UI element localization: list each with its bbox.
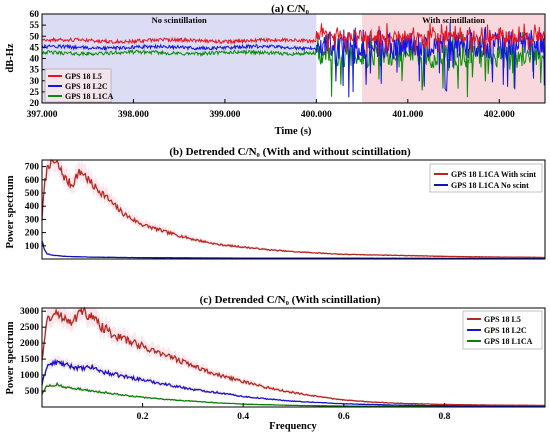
panel-a-region-label-1: With scintillation [422, 15, 485, 25]
panel-c-y-ticks: 500 1000 1500 2000 2500 3000 [20, 307, 46, 397]
pc-x-tick-label-2: 0.6 [338, 412, 350, 422]
panel-a-title: (a) C/N₀ [271, 3, 310, 15]
panel-a-region-label-0: No scintillation [152, 15, 207, 25]
panel-c-x-ticks: 0.2 0.4 0.6 0.8 [137, 403, 451, 422]
panel-b-legend-label-no: GPS 18 L1CA No scint [451, 181, 529, 190]
panel-a-series-1 [41, 22, 546, 98]
pc-series-band-1 [42, 355, 545, 407]
panel-c-legend-label-l1ca: GPS 18 L1CA [484, 337, 533, 346]
panel-a-series-0 [41, 22, 546, 55]
pb-series-0 [41, 159, 545, 259]
panel-a-x-label: Time (s) [275, 126, 312, 137]
panel-a-x-tick-label-5: 402.000 [484, 110, 515, 120]
panel-a-series-2 [41, 31, 546, 98]
panel-c-y-label: Power spectrum [5, 321, 16, 394]
panel-a-x-tick-label-3: 400.000 [301, 110, 332, 120]
pc-y-tick-label-3: 2000 [20, 339, 39, 349]
panel-a-y-tick-label-1: 25 [30, 88, 40, 98]
pb-y-tick-label-6: 700 [25, 163, 40, 173]
panel-c-lines [41, 306, 546, 408]
panel-b-lines [41, 159, 546, 260]
pb-y-tick-label-4: 500 [25, 189, 40, 199]
pb-y-tick-label-1: 200 [25, 229, 40, 239]
panel-b-frame [41, 159, 546, 260]
pb-y-tick-label-3: 400 [25, 202, 40, 212]
pb-series-1 [41, 240, 546, 260]
pb-y-tick-label-0: 100 [25, 242, 40, 252]
pc-y-tick-label-4: 2500 [20, 323, 39, 333]
panel-a-y-tick-label-8: 60 [30, 10, 40, 20]
pc-x-tick-label-3: 0.8 [438, 412, 450, 422]
pc-y-tick-label-5: 3000 [20, 307, 39, 317]
panel-a-y-tick-label-6: 50 [30, 32, 40, 42]
panel-c-title: (c) Detrended C/N₀ (With scintillation) [200, 294, 381, 306]
pc-series-1 [41, 358, 545, 407]
panel-b-legend-box [429, 163, 543, 193]
pc-x-tick-label-0: 0.2 [137, 412, 149, 422]
panel-a-y-tick-label-0: 20 [30, 99, 40, 109]
panel-a-legend-label-l5: GPS 18 L5 [65, 72, 102, 81]
panel-c-legend-label-l2c: GPS 18 L2C [484, 326, 527, 335]
pc-y-tick-label-1: 1000 [20, 371, 39, 381]
panel-a-y-tick-label-5: 45 [30, 43, 40, 53]
panel-c-legend-label-l5: GPS 18 L5 [484, 315, 521, 324]
panel-c: (c) Detrended C/N₀ (With scintillation) … [5, 294, 546, 432]
panel-a-y-tick-label-4: 40 [30, 55, 40, 65]
panel-c-frame [41, 307, 546, 408]
panel-c-legend: GPS 18 L5 GPS 18 L2C GPS 18 L1CA [462, 310, 543, 350]
pc-series-0 [41, 306, 546, 407]
pb-y-tick-label-2: 300 [25, 215, 40, 225]
panel-c-x-label: Frequency [269, 421, 317, 432]
panel-b-y-ticks: 100 200 300 400 500 600 700 [25, 163, 46, 252]
panel-b: (b) Detrended C/N₀ (With and without sci… [5, 146, 546, 260]
panel-a-y-tick-label-2: 30 [30, 77, 40, 87]
panel-b-title: (b) Detrended C/N₀ (With and without sci… [169, 146, 411, 158]
panel-a-x-tick-label-4: 401.000 [392, 110, 423, 120]
panel-a-frame [41, 13, 546, 104]
panel-a-y-tick-label-3: 35 [30, 66, 40, 76]
pc-x-tick-label-1: 0.4 [237, 412, 249, 422]
panel-a-x-ticks: 397.000 398.000 399.000 400.000 401.000 402.0… [27, 99, 515, 120]
pc-y-tick-label-2: 1500 [20, 355, 39, 365]
panel-a-y-tick-label-7: 55 [30, 21, 40, 31]
pb-y-tick-label-5: 600 [25, 176, 40, 186]
panel-a: (a) C/N₀ No scintillation With scintillat… [5, 3, 546, 137]
panel-a-x-tick-label-1: 398.000 [118, 110, 149, 120]
panel-b-y-label: Power spectrum [5, 175, 16, 248]
pc-y-tick-label-0: 500 [25, 387, 40, 397]
panel-a-x-tick-label-0: 397.000 [27, 110, 58, 120]
pb-series-band-1 [42, 238, 545, 259]
panel-a-legend-label-l2c: GPS 18 L2C [65, 82, 108, 91]
panel-a-y-label: dB-Hz [5, 43, 16, 73]
panel-b-legend-label-with: GPS 18 L1CA With scint [451, 170, 536, 179]
panel-a-lines [41, 22, 546, 98]
panel-a-x-tick-label-2: 399.000 [209, 110, 240, 120]
panel-b-legend: GPS 18 L1CA With scint GPS 18 L1CA No sc… [429, 163, 543, 193]
panel-a-legend: GPS 18 L5 GPS 18 L2C GPS 18 L1CA [44, 68, 114, 103]
panel-a-legend-label-l1ca: GPS 18 L1CA [65, 92, 114, 101]
